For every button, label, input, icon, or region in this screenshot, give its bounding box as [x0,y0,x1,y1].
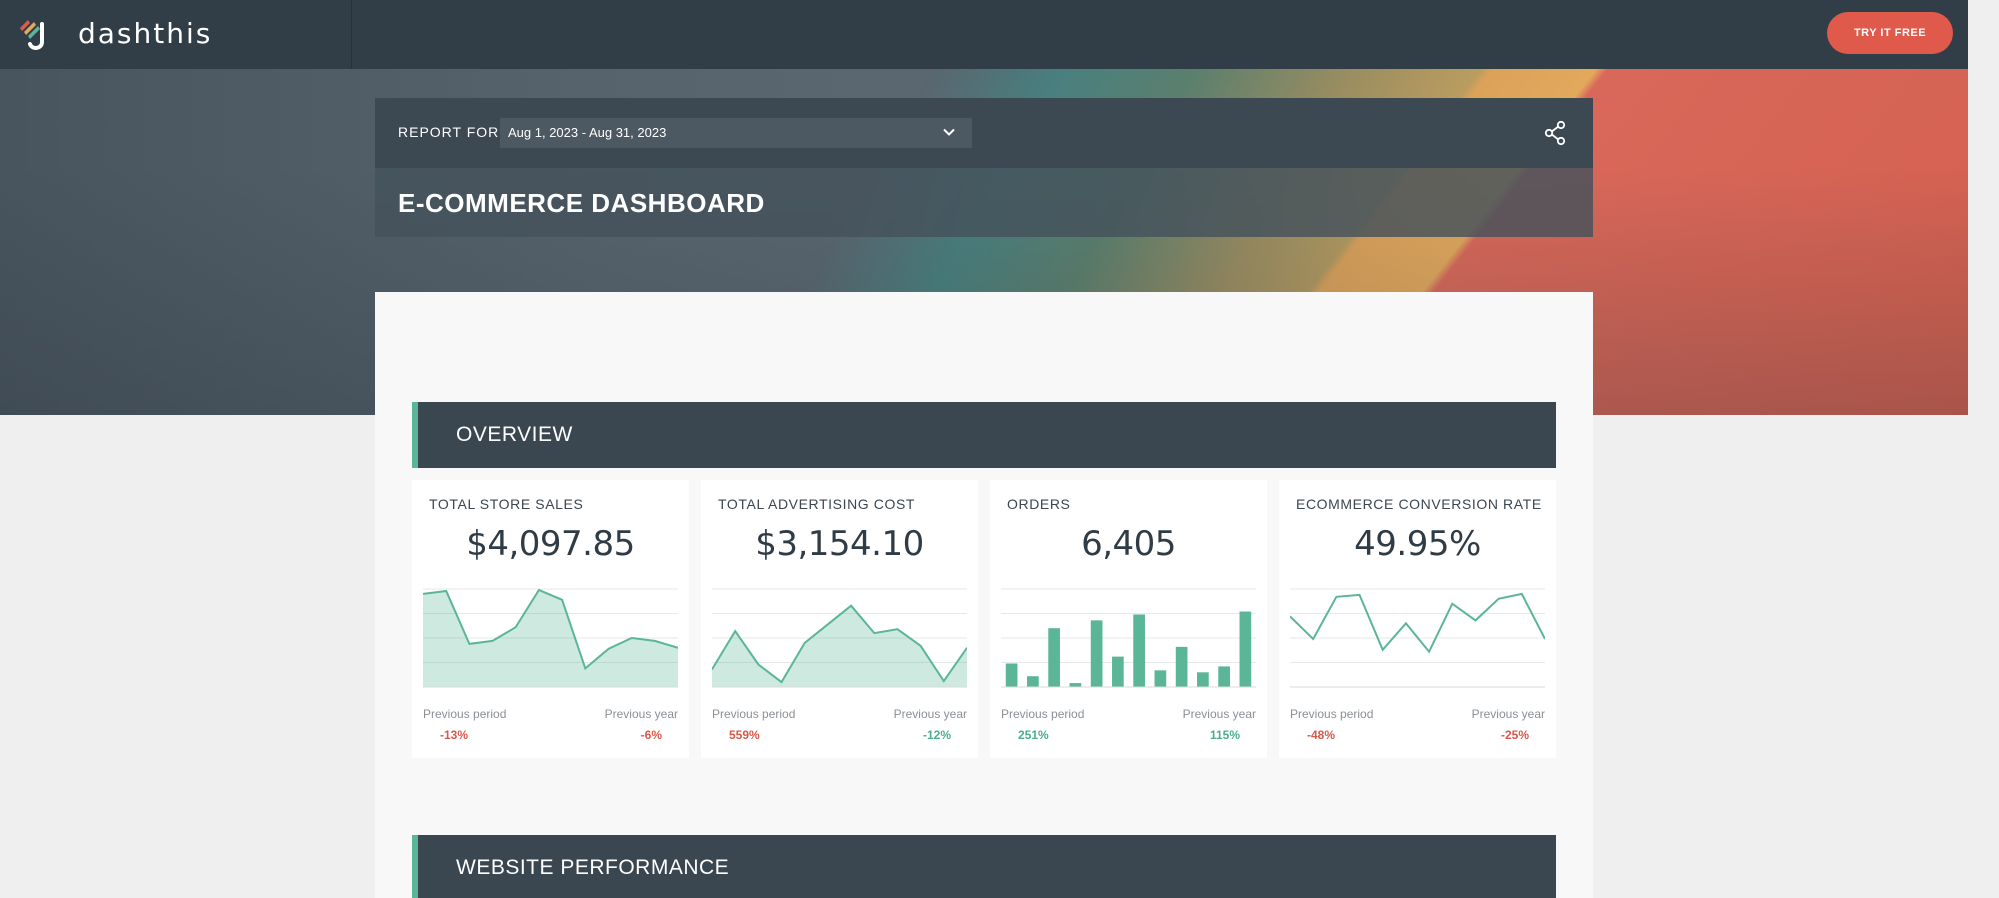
previous-year-change: -12% [922,728,951,742]
chevron-down-icon [943,128,955,136]
chart-series-line [1290,592,1545,654]
kpi-value: $3,154.10 [755,524,924,564]
kpi-title: ORDERS [1007,496,1071,512]
previous-period-label: Previous period [1290,707,1374,721]
kpi-value: 6,405 [1081,524,1176,564]
dashboard-title-bar: E-COMMERCE DASHBOARD [375,168,1593,237]
section-header-overview: OVERVIEW [412,402,1556,468]
page-title: E-COMMERCE DASHBOARD [398,188,765,218]
kpi-value: 49.95% [1354,524,1481,564]
previous-year-change: -25% [1500,728,1529,742]
kpi-title: ECOMMERCE CONVERSION RATE [1296,496,1542,512]
kpi-card-orders[interactable]: ORDERS 6,405 Previous period Previous ye… [990,480,1267,758]
kpi-value: $4,097.85 [466,524,635,564]
previous-year-label: Previous year [604,707,678,721]
kpi-sparkline-chart [423,588,678,688]
chart-bar [1175,646,1188,687]
date-range-value: Aug 1, 2023 - Aug 31, 2023 [508,125,667,140]
kpi-card-total-store-sales[interactable]: TOTAL STORE SALES $4,097.85 Previous per… [412,480,689,758]
chart-area-fill [423,590,678,687]
kpi-title: TOTAL STORE SALES [429,496,584,512]
previous-year-label: Previous year [893,707,967,721]
chart-series-line [712,604,967,684]
kpi-card-total-advertising-cost[interactable]: TOTAL ADVERTISING COST $3,154.10 Previou… [701,480,978,758]
dashboard-content: OVERVIEW TOTAL STORE SALES $4,097.85 Pre… [375,292,1593,898]
brand-area[interactable]: dashthis [0,0,352,69]
kpi-line-chart [1290,588,1545,688]
chart-bar [1154,670,1167,687]
date-range-select[interactable]: Aug 1, 2023 - Aug 31, 2023 [500,118,972,148]
section-header-website-performance: WEBSITE PERFORMANCE [412,835,1556,898]
chart-area-fill [712,605,967,687]
previous-period-label: Previous period [423,707,507,721]
section-title: OVERVIEW [456,423,573,446]
section-title: WEBSITE PERFORMANCE [456,856,730,879]
share-icon[interactable] [1543,120,1567,146]
chart-bar [1090,620,1103,687]
chart-bar [1069,683,1082,687]
previous-year-change: 115% [1209,728,1240,742]
previous-period-change: -48% [1307,728,1336,742]
chart-series-line [423,588,678,671]
kpi-sparkline-chart [712,588,967,688]
brand-name: dashthis [78,17,213,50]
chart-bar [1218,666,1230,687]
previous-period-label: Previous period [1001,707,1085,721]
kpi-card-ecommerce-conversion-rate[interactable]: ECOMMERCE CONVERSION RATE 49.95% Previou… [1279,480,1556,758]
chart-bar [1133,614,1145,687]
chart-bar [1112,656,1124,687]
kpi-bar-chart [1001,588,1256,688]
previous-year-label: Previous year [1182,707,1256,721]
top-navigation-bar: dashthis TRY IT FREE [0,0,1968,69]
dashthis-logo-icon [20,20,44,50]
previous-year-change: -6% [640,728,662,742]
report-for-label: REPORT FOR [398,124,500,140]
chart-bar [1005,663,1018,687]
previous-period-change: -13% [440,728,469,742]
previous-period-change: 559% [729,728,760,742]
try-it-free-button[interactable]: TRY IT FREE [1827,12,1953,54]
chart-bar [1027,676,1039,687]
report-header: REPORT FOR Aug 1, 2023 - Aug 31, 2023 [375,98,1593,168]
kpi-title: TOTAL ADVERTISING COST [718,496,916,512]
chart-bar [1239,611,1252,687]
chart-bar [1197,672,1209,687]
previous-period-change: 251% [1018,728,1049,742]
previous-year-label: Previous year [1471,707,1545,721]
chart-bar [1048,628,1060,687]
previous-period-label: Previous period [712,707,796,721]
